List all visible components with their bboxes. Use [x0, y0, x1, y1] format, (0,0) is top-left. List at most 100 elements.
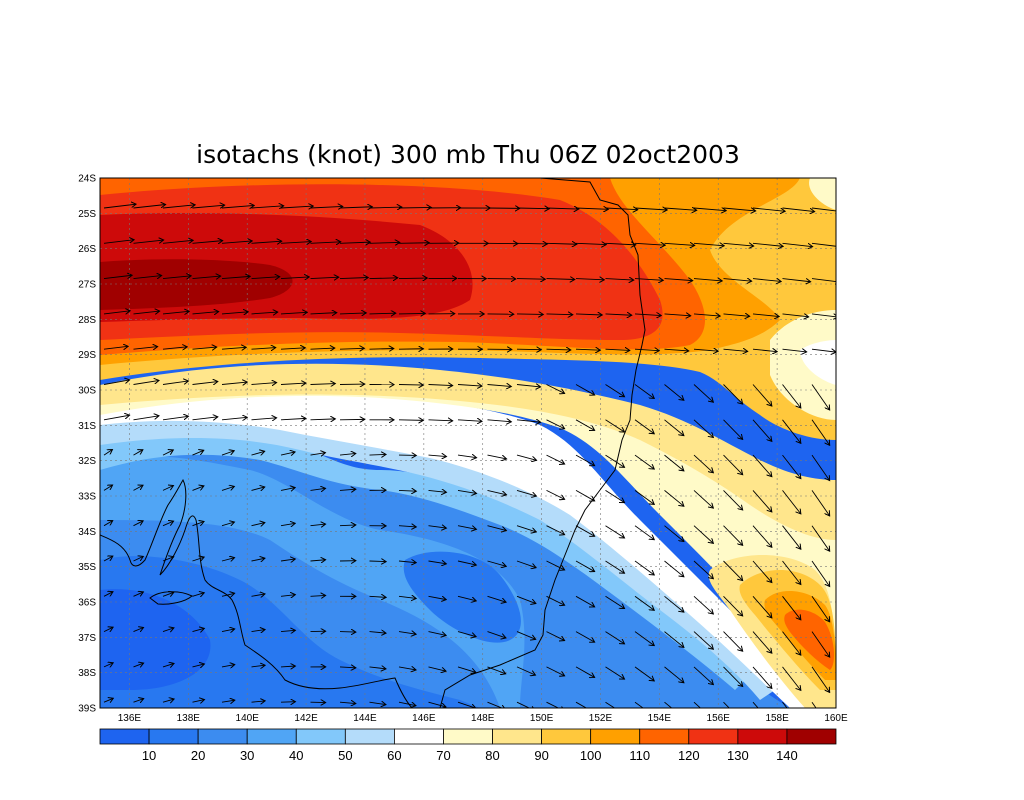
wind-arrow [723, 666, 743, 687]
wind-arrow [103, 698, 113, 702]
wind-arrow [605, 454, 625, 467]
wind-arrow [221, 205, 254, 208]
colorbar-label: 70 [436, 748, 450, 763]
wind-arrow [782, 596, 801, 620]
lon-label: 154E [648, 713, 672, 724]
wind-arrow [251, 487, 265, 490]
colorbar-label: 20 [191, 748, 205, 763]
wind-arrow [546, 631, 565, 641]
wind-arrow [428, 561, 447, 564]
wind-arrow [693, 384, 713, 403]
wind-arrow [103, 592, 113, 597]
wind-arrow [133, 380, 159, 385]
wind-arrow [634, 631, 654, 646]
wind-arrow [310, 453, 326, 455]
wind-arrow [605, 208, 638, 210]
wind-arrow [369, 596, 387, 597]
wind-arrow [546, 349, 571, 350]
lat-label: 32S [78, 456, 96, 467]
wind-arrow [546, 454, 565, 464]
wind-arrow [192, 417, 218, 420]
wind-arrow [546, 595, 565, 605]
coastline [100, 178, 646, 708]
wind-arrow [398, 596, 416, 598]
wind-arrow [693, 701, 702, 708]
contour-band [100, 388, 820, 708]
wind-arrow [310, 206, 343, 208]
wind-arrow [310, 384, 336, 385]
colorbar-label: 40 [289, 748, 303, 763]
wind-arrow [693, 419, 713, 438]
wind-arrow [339, 489, 356, 490]
wind-arrow [133, 450, 143, 456]
wind-arrow [280, 523, 295, 525]
wind-arrow [192, 450, 204, 456]
wind-arrow [369, 454, 387, 455]
wind-arrow [162, 381, 188, 385]
wind-arrow [811, 454, 830, 480]
wind-arrow [723, 314, 750, 316]
wind-arrow [398, 207, 431, 208]
wind-arrow [280, 488, 295, 491]
wind-arrow [162, 557, 174, 562]
wind-arrow [546, 560, 565, 570]
wind-arrow [487, 631, 506, 638]
wind-arrow [428, 631, 447, 636]
wind-arrow [487, 454, 507, 459]
wind-arrow [398, 561, 416, 563]
wind-arrow [398, 420, 423, 421]
wind-arrow [516, 208, 549, 209]
wind-arrow [221, 522, 234, 526]
wind-arrow [162, 663, 174, 666]
wind-arrow [103, 450, 112, 456]
wind-arrow [251, 451, 265, 455]
wind-arrow [516, 595, 536, 603]
lat-label: 35S [78, 562, 96, 573]
wind-arrow [192, 700, 205, 703]
wind-arrow [162, 347, 187, 349]
colorbar-label: 60 [387, 748, 401, 763]
wind-vectors [103, 204, 836, 708]
wind-arrow [664, 384, 684, 401]
wind-arrow [280, 702, 295, 703]
wind-arrow [723, 349, 748, 351]
wind-arrow [428, 596, 447, 599]
lat-label: 39S [78, 704, 96, 715]
wind-arrow [428, 666, 447, 671]
wind-arrow [280, 630, 295, 631]
wind-arrow [605, 595, 625, 608]
wind-arrow [310, 348, 335, 349]
wind-arrow [516, 385, 541, 387]
wind-arrow [575, 560, 595, 572]
wind-arrow [133, 592, 144, 597]
wind-arrow [103, 311, 130, 314]
wind-arrow [605, 279, 634, 280]
colorbar-swatch [737, 728, 788, 745]
wind-arrow [634, 525, 654, 540]
wind-arrow [723, 208, 756, 211]
wind-arrow [428, 455, 447, 456]
wind-arrow [752, 525, 772, 548]
wind-arrow [575, 208, 608, 209]
wind-arrow [369, 702, 386, 704]
wind-arrow [133, 663, 144, 667]
wind-arrow [693, 560, 713, 579]
wind-arrow [782, 419, 801, 444]
wind-arrow [664, 525, 684, 542]
lat-label: 28S [78, 315, 96, 326]
wind-arrow [133, 416, 159, 421]
wind-arrow [310, 277, 339, 278]
wind-arrow [752, 631, 772, 654]
wind-arrow [192, 205, 225, 208]
wind-arrow [752, 242, 783, 246]
wind-arrow [811, 207, 836, 212]
wind-arrow [575, 701, 595, 708]
wind-arrow [457, 385, 482, 387]
wind-arrow [339, 278, 368, 279]
wind-arrow [457, 490, 476, 493]
wind-arrow [516, 243, 547, 244]
wind-arrow [103, 415, 130, 421]
wind-arrow [487, 560, 507, 566]
wind-arrow [192, 522, 205, 527]
wind-arrow [575, 525, 595, 537]
